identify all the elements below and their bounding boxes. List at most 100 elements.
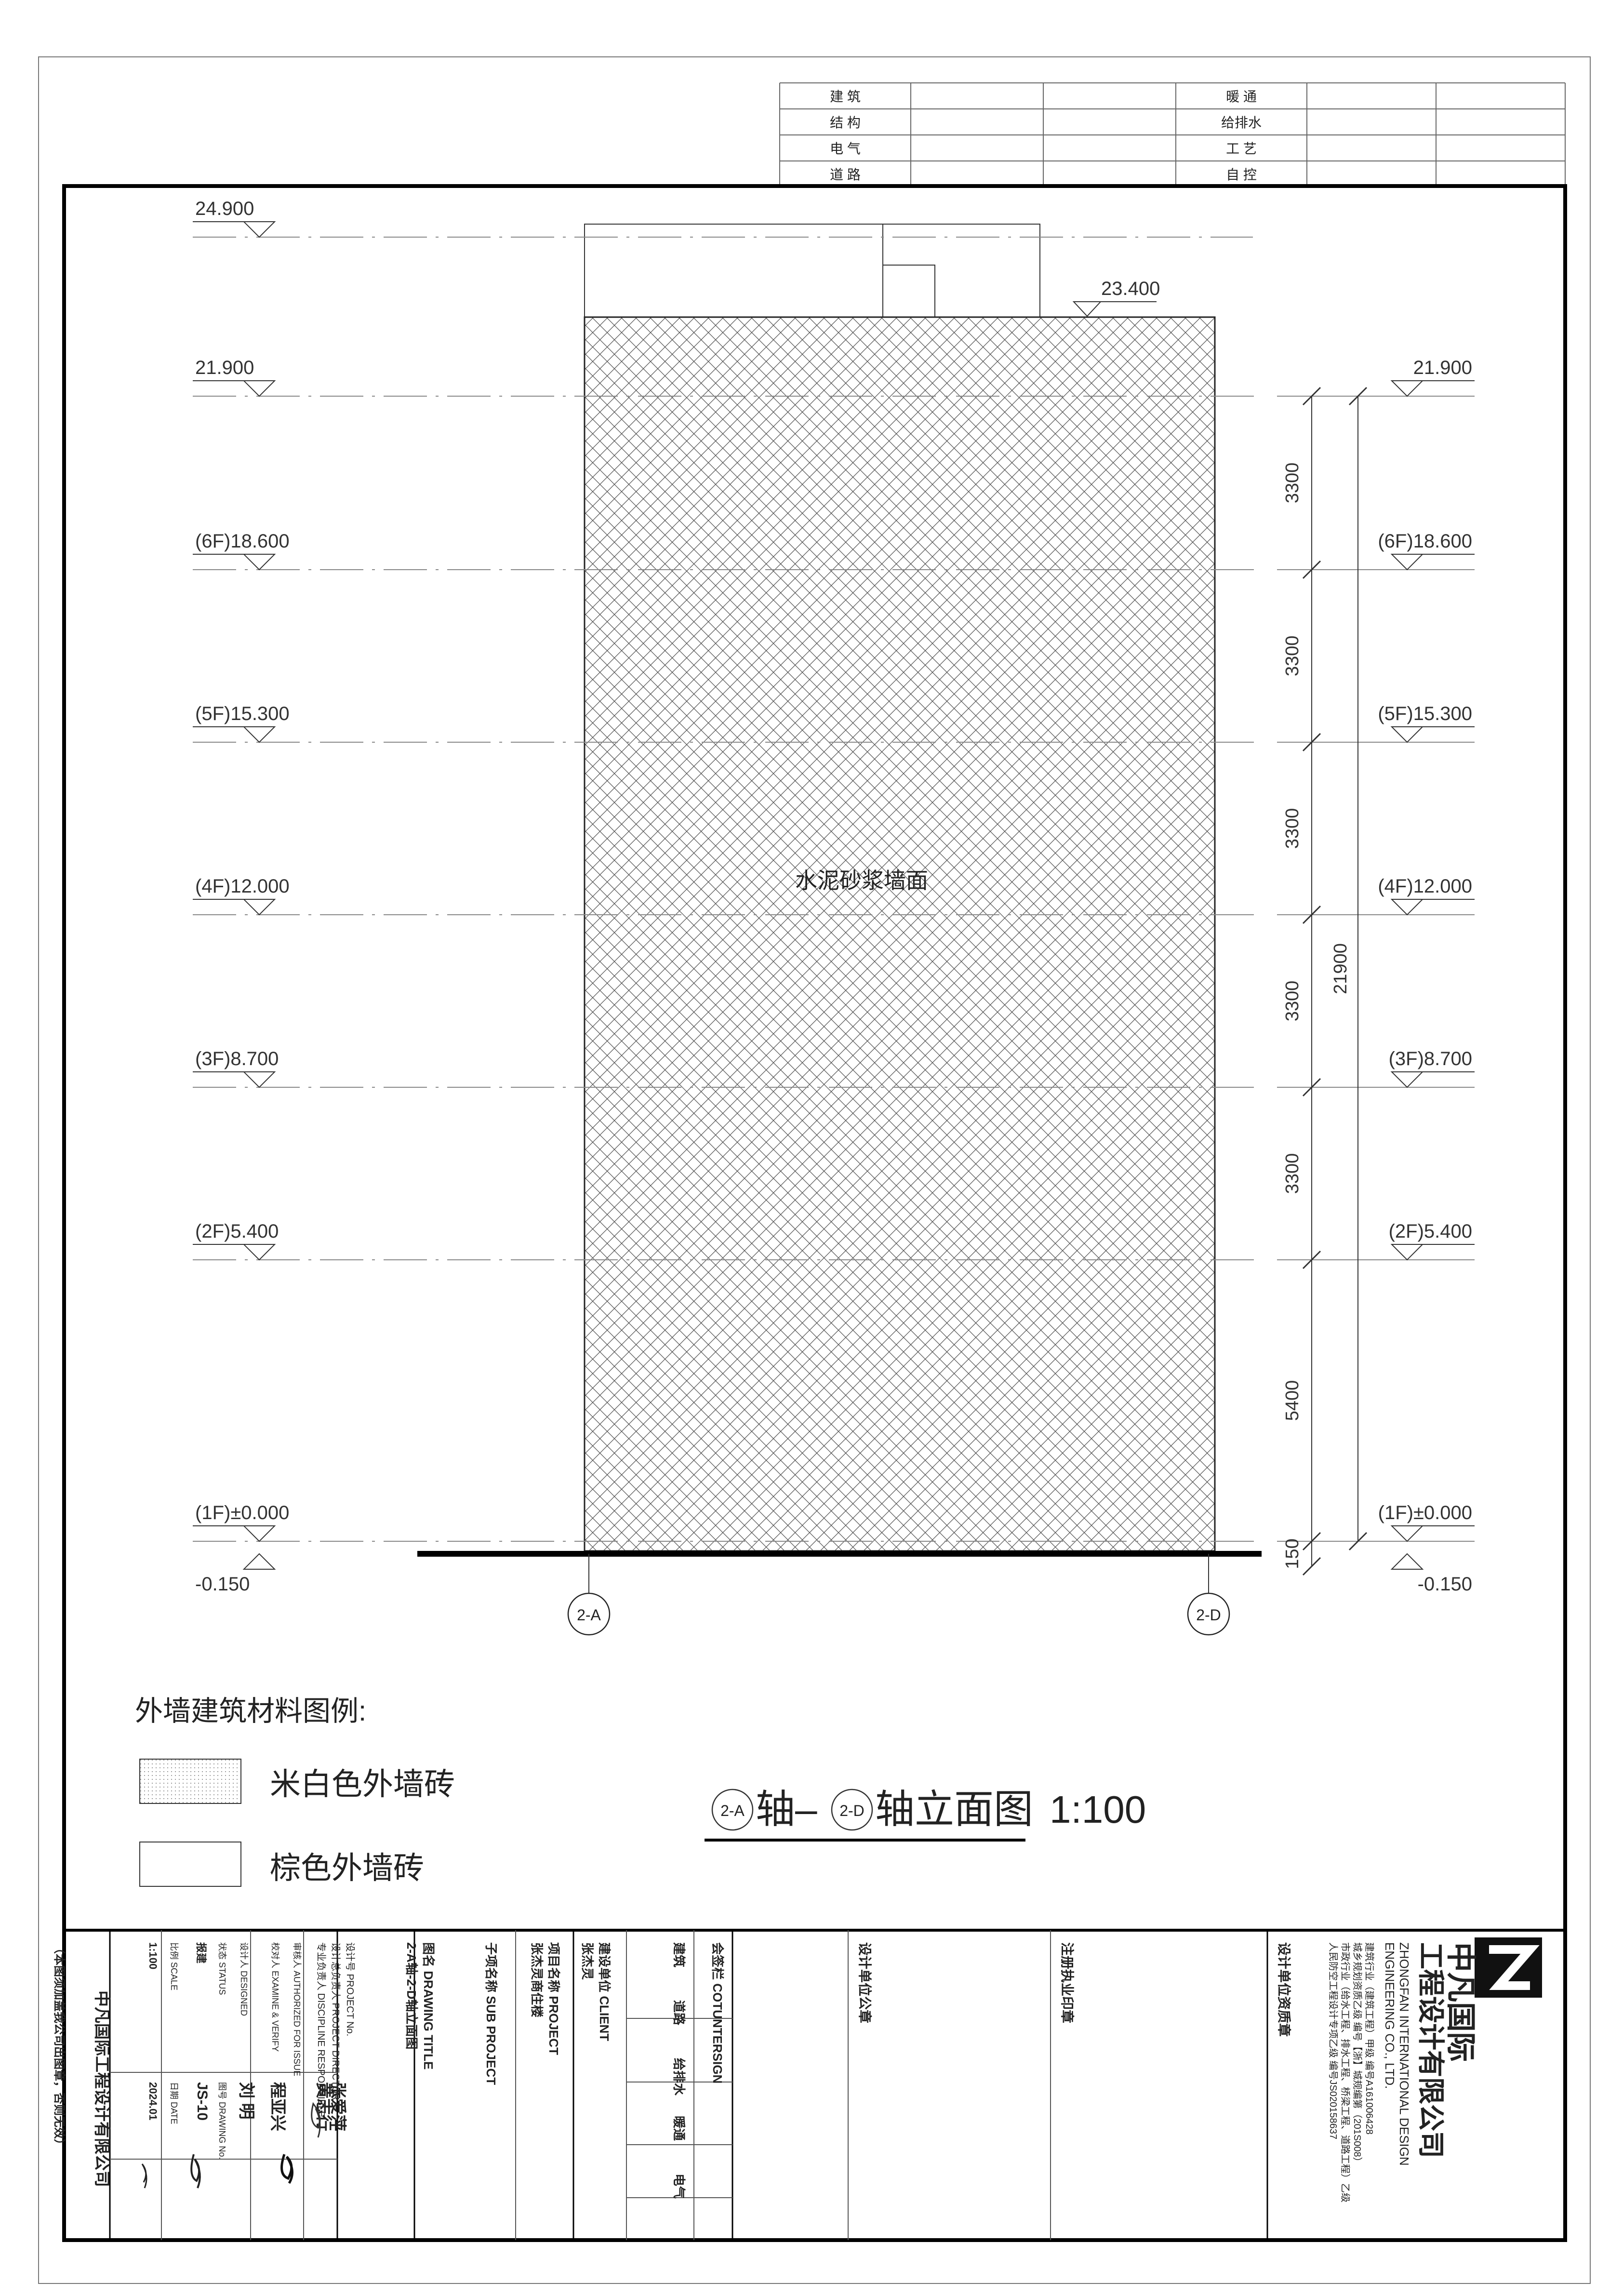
- director-label: 设计总负责人 PROJECT DIRECTOR: [330, 1942, 341, 2100]
- dim-tick: [1302, 733, 1321, 752]
- level-label-left: 24.900: [195, 198, 254, 219]
- level-label-right: (1F)±0.000: [1378, 1502, 1472, 1523]
- dim-tick: [1302, 560, 1321, 579]
- level-label-right: (3F)8.700: [1389, 1048, 1472, 1069]
- company-logo: [1475, 1937, 1542, 1998]
- dim-label: 3300: [1282, 808, 1303, 849]
- dim-total-label: 21900: [1330, 943, 1351, 994]
- level-label-right: (4F)12.000: [1378, 876, 1472, 897]
- date-value: 2024.01: [147, 2082, 159, 2121]
- signature-approve: [280, 2154, 293, 2184]
- countersign-label: 会签栏 COTUNTERSIGN: [710, 1942, 725, 2083]
- dim-tick: [1302, 1078, 1321, 1097]
- level-label-right: (6F)18.600: [1378, 531, 1472, 552]
- legend-swatch-blank: [139, 1842, 241, 1887]
- drawing-title-value: 2-A轴-2-D轴立面图: [404, 1942, 419, 2049]
- sheet-border: [38, 56, 1591, 2284]
- parapet-marker: [1072, 301, 1102, 317]
- level-label-right: (2F)5.400: [1389, 1221, 1472, 1242]
- level-marker-left-below: [242, 1553, 276, 1570]
- roof-structure: [584, 224, 1040, 318]
- wall-material-label: 水泥砂浆墙面: [795, 868, 928, 893]
- approve-label: 审核人 AUTHORIZED FOR ISSUE: [292, 1942, 302, 2076]
- drawing-title-label: 图名 DRAWING TITLE: [421, 1942, 436, 2069]
- project-value: 张杰灵商住楼: [530, 1942, 544, 2017]
- dim-total-tick: [1348, 1532, 1368, 1551]
- status-value: 报建: [195, 1942, 207, 1963]
- scale-label: 比例 SCALE: [169, 1942, 179, 1990]
- company-name-cn-2: 工程设计有限公司: [1416, 1942, 1446, 2158]
- countersign-discipline: 暖通: [672, 2116, 686, 2141]
- title-scale: 1:100: [1050, 1788, 1146, 1831]
- level-marker-left: [242, 726, 276, 743]
- level-marker-right: [1390, 380, 1424, 397]
- cs-cell: 电 气: [830, 141, 861, 156]
- level-marker-right-below: [1390, 1553, 1424, 1570]
- dim-label: 3300: [1282, 1153, 1303, 1194]
- level-label-left: (4F)12.000: [195, 876, 290, 897]
- level-label-left: (3F)8.700: [195, 1048, 279, 1069]
- dim-tick: [1302, 1250, 1321, 1269]
- level-label-left: -0.150: [195, 1574, 250, 1595]
- designer-value: 刘 明: [237, 2082, 255, 2119]
- level-label-left: 21.900: [195, 357, 254, 378]
- title-axis-d: 2-D: [839, 1802, 865, 1819]
- designer-label: 设计人 DESIGNED: [239, 1942, 249, 2016]
- level-label-right: -0.150: [1418, 1574, 1472, 1595]
- cs-cell: 暖 通: [1226, 89, 1257, 104]
- title-axis-bubble-a: [711, 1789, 754, 1831]
- drawing-title: 2-A 轴– 2-D 轴立面图 1:100: [705, 1788, 1146, 1842]
- scale-value: 1:100: [147, 1942, 159, 1969]
- parapet-label: 23.400: [1101, 278, 1160, 299]
- dim-label: 3300: [1282, 463, 1303, 504]
- drawing-frame: [62, 184, 1567, 2242]
- unit-seal-label: 设计单位公章: [857, 1942, 873, 2023]
- company-name-en-2: ENGINEERING CO., LTD.: [1383, 1942, 1397, 2089]
- title-axis-a: 2-A: [720, 1802, 745, 1819]
- level-lines: 24.900 21.900 (6F)18.600 (5F)15.300 (4F)12.0…: [193, 198, 1475, 1595]
- axis-markers: 2-A 2-D: [567, 1554, 1230, 1636]
- level-marker-right: [1390, 1244, 1424, 1261]
- building-elevation: 水泥砂浆墙面: [584, 224, 1216, 1552]
- legend-swatch-dotted: [139, 1759, 241, 1804]
- dim-label: 3300: [1282, 981, 1303, 1022]
- title-text-1: 轴–: [756, 1788, 817, 1831]
- dim-label: 150: [1282, 1538, 1303, 1569]
- discipline-value: 黄志行: [314, 2082, 333, 2131]
- director-value: 张爱萍: [329, 2082, 347, 2131]
- level-label-left: (6F)18.600: [195, 531, 290, 552]
- signature-director: [311, 2102, 321, 2138]
- level-marker-right: [1390, 1525, 1424, 1542]
- dimension-chain: 3300 3300 3300 3300 3300 5400 150 21900: [1282, 387, 1368, 1576]
- check-label: 校对人 EXAMINE & VERIFY: [270, 1942, 280, 2052]
- dim-tick: [1302, 905, 1321, 924]
- footer-note: （本图须加盖我公司出图章，否则无效）: [53, 1942, 66, 2150]
- cs-cell: 自 控: [1226, 167, 1257, 182]
- qualification-4: 人民防空工程设计专项乙级 编号JS020158637: [1328, 1942, 1339, 2139]
- logo-cutout: [1489, 1945, 1540, 1990]
- sub-project-label: 子项名称 SUB PROJECT: [484, 1942, 498, 2085]
- level-label-right: (5F)15.300: [1378, 703, 1472, 724]
- cs-cell: 结 构: [830, 115, 861, 130]
- level-marker-left: [242, 1071, 276, 1088]
- wall-hatch: [584, 316, 1216, 1552]
- legend-label-1: 米白色外墙砖: [270, 1767, 455, 1802]
- cs-cell: 道 路: [830, 167, 861, 182]
- cs-cell: 工 艺: [1226, 141, 1257, 156]
- qualification-2: 城乡规划资质乙级 编号【浙】城规编第（201S008）: [1352, 1942, 1363, 2167]
- dim-total-tick: [1348, 387, 1368, 406]
- date-label: 日期 DATE: [169, 2082, 179, 2124]
- level-marker-left: [242, 1525, 276, 1542]
- cert-seal-label: 设计单位资质章: [1277, 1942, 1292, 2037]
- legend-label-2: 棕色外墙砖: [270, 1851, 424, 1885]
- drawing-no-label: 图号 DRAWING No.: [217, 2082, 227, 2159]
- client-value: 张杰灵: [580, 1942, 595, 1980]
- company-name-en: ZHONGFAN INTERNATIONAL DESIGN: [1397, 1942, 1411, 2166]
- level-marker-left: [242, 1244, 276, 1261]
- project-label: 项目名称 PROJECT: [546, 1942, 561, 2055]
- dim-tick: [1302, 387, 1321, 406]
- level-marker-left: [242, 221, 276, 238]
- level-marker-left: [242, 380, 276, 397]
